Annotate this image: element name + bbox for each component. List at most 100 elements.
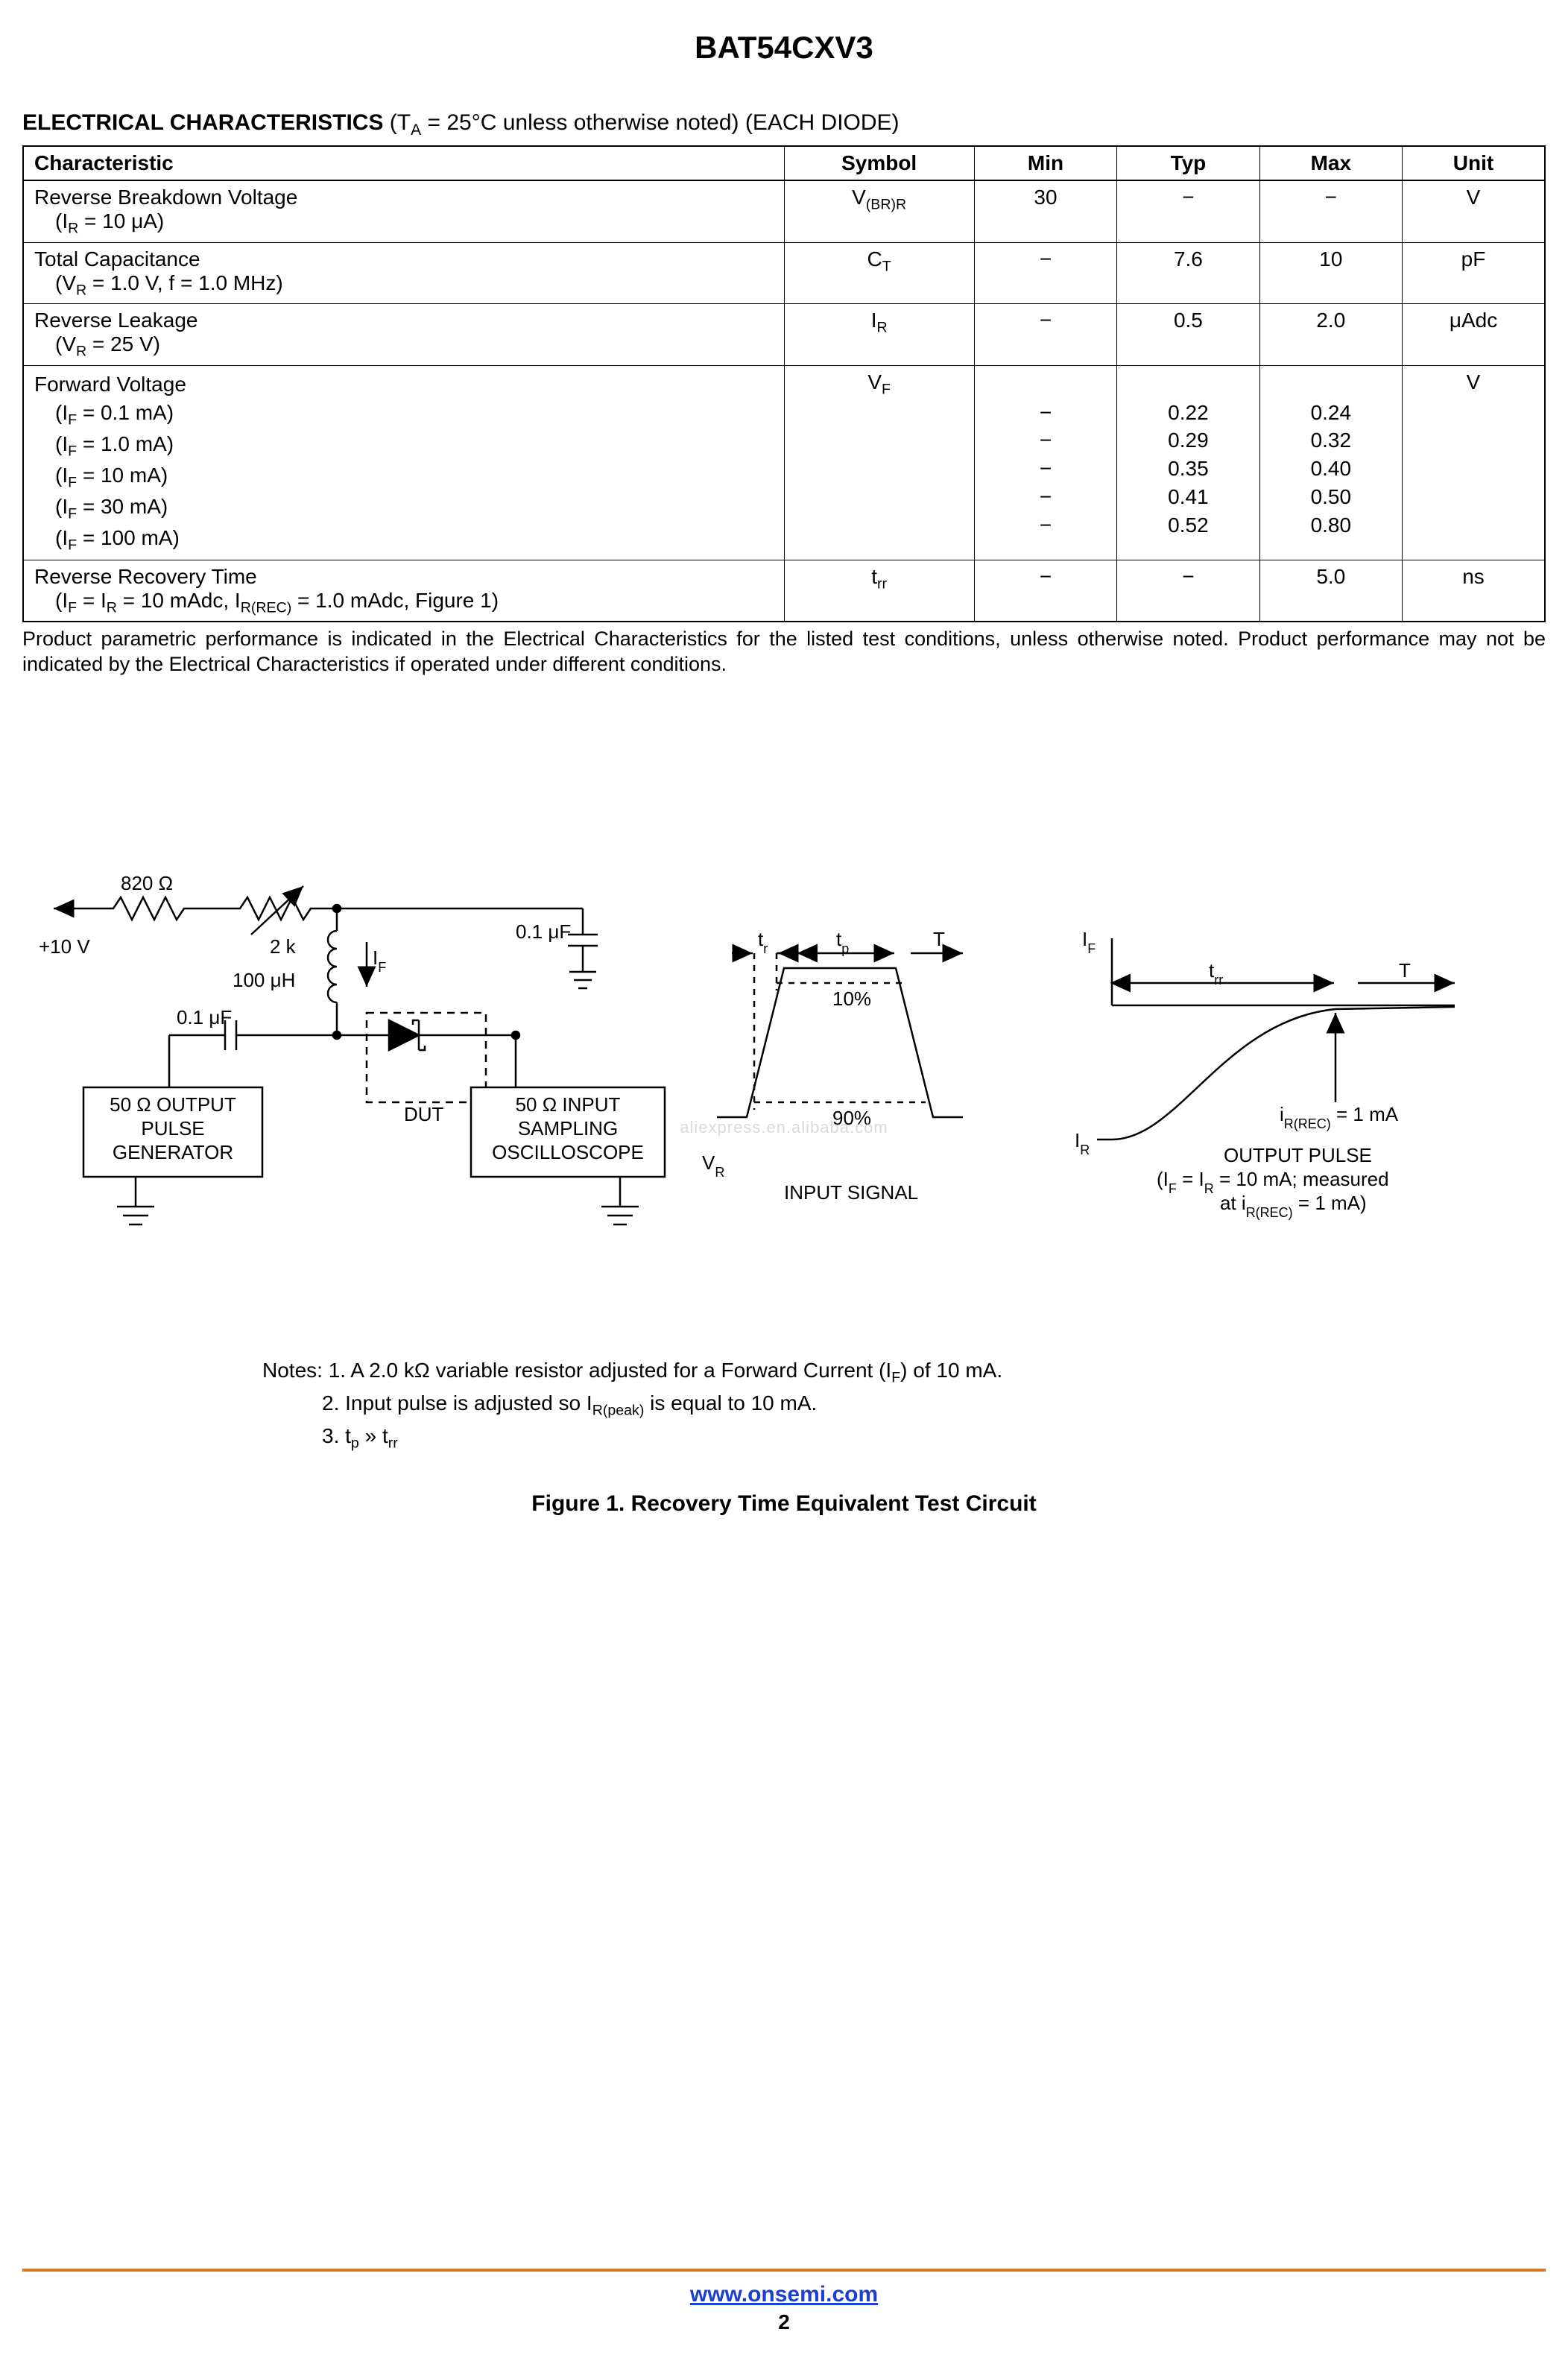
val: 0.32: [1271, 426, 1391, 455]
char-condition: (IR = 10 μA): [34, 209, 774, 238]
label-pulse-gen-2: PULSE: [141, 1117, 204, 1140]
val: 0.22: [1128, 399, 1248, 427]
svg-text:T: T: [1399, 959, 1411, 982]
label-osc-1: 50 Ω INPUT: [516, 1093, 621, 1116]
note-3: 3. tp » trr: [262, 1421, 1306, 1454]
char-condition: (IF = 0.1 mA): [34, 399, 774, 430]
label-osc-2: SAMPLING: [518, 1117, 618, 1140]
max-cell: 0.24 0.32 0.40 0.50 0.80: [1259, 365, 1402, 560]
typ-cell: 0.5: [1117, 304, 1259, 366]
min-cell: −: [974, 560, 1116, 622]
unit-cell: V: [1403, 180, 1545, 242]
val: −: [985, 511, 1106, 540]
char-name: Forward Voltage: [34, 370, 774, 399]
label-dut: DUT: [404, 1103, 444, 1125]
label-osc-3: OSCILLOSCOPE: [492, 1141, 644, 1163]
label-10pct: 10%: [832, 987, 871, 1010]
label-pulse-gen-3: GENERATOR: [113, 1141, 233, 1163]
min-cell: −: [974, 242, 1116, 304]
val: −: [985, 426, 1106, 455]
label-c-left: 0.1 μF: [177, 1006, 232, 1028]
char-name: Total Capacitance: [34, 247, 774, 271]
val: −: [985, 483, 1106, 511]
characteristics-table: Characteristic Symbol Min Typ Max Unit R…: [22, 145, 1546, 622]
typ-cell: −: [1117, 180, 1259, 242]
section-title: ELECTRICAL CHARACTERISTICS: [22, 110, 383, 135]
val: 0.35: [1128, 455, 1248, 483]
label-plus10v: +10 V: [39, 935, 90, 958]
symbol-cell: V(BR)R: [784, 180, 974, 242]
section-condition: (TA = 25°C unless otherwise noted) (EACH…: [390, 110, 900, 135]
min-cell: −: [974, 304, 1116, 366]
char-name: Reverse Breakdown Voltage: [34, 186, 774, 209]
unit-cell: V: [1403, 365, 1545, 560]
min-cell: − − − − −: [974, 365, 1116, 560]
label-input-signal: INPUT SIGNAL: [784, 1181, 918, 1204]
val: 0.80: [1271, 511, 1391, 540]
svg-text:tp: tp: [836, 928, 849, 956]
val: 0.52: [1128, 511, 1248, 540]
symbol-cell: IR: [784, 304, 974, 366]
col-typ: Typ: [1117, 146, 1259, 180]
max-cell: −: [1259, 180, 1402, 242]
val: −: [985, 399, 1106, 427]
svg-text:T: T: [933, 928, 945, 950]
table-row: Reverse Breakdown Voltage (IR = 10 μA) V…: [23, 180, 1545, 242]
table-footnote: Product parametric performance is indica…: [22, 627, 1546, 677]
col-unit: Unit: [1403, 146, 1545, 180]
label-90pct: 90%: [832, 1107, 871, 1129]
svg-text:IF: IF: [1082, 928, 1096, 956]
val: 0.29: [1128, 426, 1248, 455]
char-name: Reverse Leakage: [34, 309, 774, 332]
table-row: Reverse Recovery Time (IF = IR = 10 mAdc…: [23, 560, 1545, 622]
label-pulse-gen-1: 50 Ω OUTPUT: [110, 1093, 236, 1116]
unit-cell: pF: [1403, 242, 1545, 304]
figure-1-area: +10 V 820 Ω 2 k 100 μH IF: [22, 812, 1546, 1348]
table-row: Reverse Leakage (VR = 25 V) IR − 0.5 2.0…: [23, 304, 1545, 366]
char-condition: (IF = 1.0 mA): [34, 430, 774, 461]
symbol-cell: VF: [784, 365, 974, 560]
label-2k: 2 k: [270, 935, 297, 958]
char-condition: (IF = 10 mA): [34, 461, 774, 493]
max-cell: 10: [1259, 242, 1402, 304]
col-characteristic: Characteristic: [23, 146, 784, 180]
val: 0.41: [1128, 483, 1248, 511]
min-cell: 30: [974, 180, 1116, 242]
val: 0.50: [1271, 483, 1391, 511]
label-c-right: 0.1 μF: [516, 920, 571, 943]
note-2: 2. Input pulse is adjusted so IR(peak) i…: [262, 1388, 1306, 1421]
val: 0.24: [1271, 399, 1391, 427]
unit-cell: μAdc: [1403, 304, 1545, 366]
max-cell: 2.0: [1259, 304, 1402, 366]
svg-text:IR: IR: [1075, 1129, 1090, 1157]
col-symbol: Symbol: [784, 146, 974, 180]
char-condition: (IF = IR = 10 mAdc, IR(REC) = 1.0 mAdc, …: [34, 589, 774, 617]
page-footer: www.onsemi.com 2: [22, 2269, 1546, 2334]
figure-caption: Figure 1. Recovery Time Equivalent Test …: [22, 1491, 1546, 1517]
char-condition: (VR = 1.0 V, f = 1.0 MHz): [34, 271, 774, 300]
typ-cell: −: [1117, 560, 1259, 622]
char-name: Reverse Recovery Time: [34, 565, 774, 589]
symbol-cell: CT: [784, 242, 974, 304]
svg-text:VR: VR: [702, 1151, 724, 1180]
note-1: Notes: 1. A 2.0 kΩ variable resistor adj…: [262, 1356, 1306, 1388]
col-max: Max: [1259, 146, 1402, 180]
col-min: Min: [974, 146, 1116, 180]
svg-text:iR(REC) = 1 mA: iR(REC) = 1 mA: [1280, 1103, 1399, 1131]
label-if-arrow: IF: [373, 946, 386, 975]
figure-notes: Notes: 1. A 2.0 kΩ variable resistor adj…: [262, 1356, 1306, 1454]
part-number-title: BAT54CXV3: [22, 30, 1546, 66]
unit-cell: ns: [1403, 560, 1545, 622]
table-row: Total Capacitance (VR = 1.0 V, f = 1.0 M…: [23, 242, 1545, 304]
label-100uh: 100 μH: [233, 969, 295, 991]
char-condition: (VR = 25 V): [34, 332, 774, 361]
char-condition: (IF = 100 mA): [34, 524, 774, 555]
recovery-circuit-diagram: +10 V 820 Ω 2 k 100 μH IF: [39, 812, 1529, 1333]
page-number: 2: [22, 2310, 1546, 2334]
footer-rule: [22, 2269, 1546, 2272]
svg-text:at iR(REC) = 1 mA): at iR(REC) = 1 mA): [1220, 1192, 1367, 1220]
footer-link[interactable]: www.onsemi.com: [690, 2282, 878, 2307]
label-820ohm: 820 Ω: [121, 872, 173, 894]
max-cell: 5.0: [1259, 560, 1402, 622]
typ-cell: 7.6: [1117, 242, 1259, 304]
